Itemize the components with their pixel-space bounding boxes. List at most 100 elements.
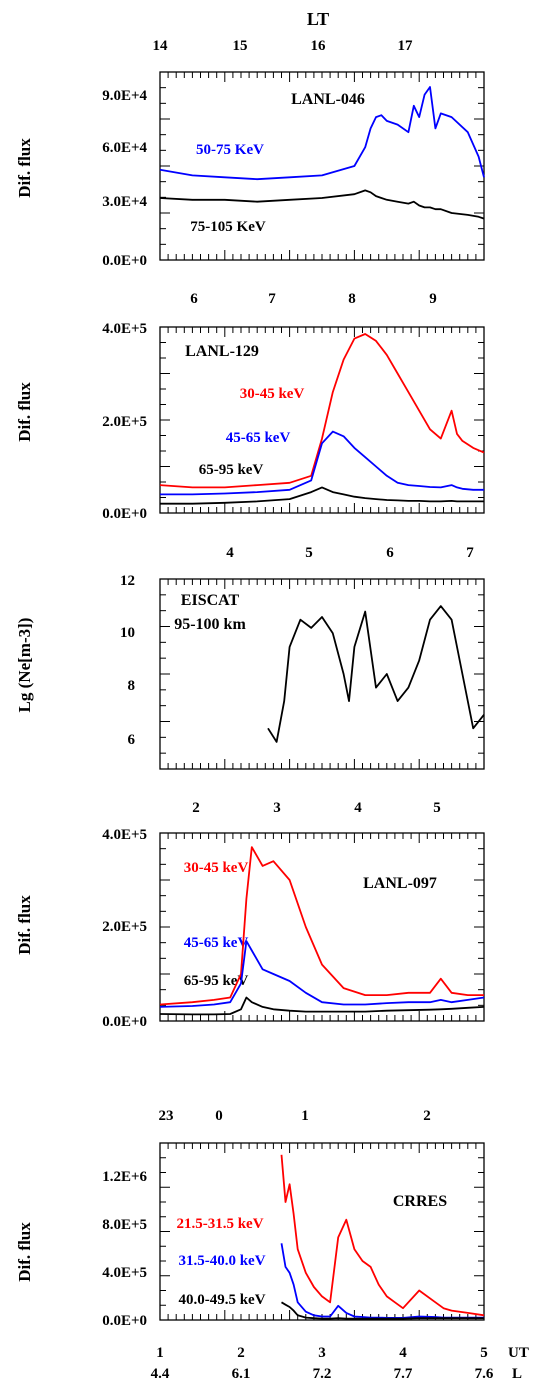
series-label: 31.5-40.0 keV — [178, 1253, 265, 1269]
top-tick-label: 6 — [386, 545, 394, 561]
l-tick-label: 7.6 — [475, 1366, 494, 1382]
series-label: 45-65 keV — [226, 430, 291, 446]
panel-subtitle: 95-100 km — [174, 616, 246, 633]
top-tick-label: 0 — [215, 1108, 223, 1124]
top-tick-label: 3 — [273, 800, 281, 816]
series-label: 30-45 keV — [184, 860, 249, 876]
panel-title: LANL-129 — [185, 343, 259, 360]
tick-marks — [159, 71, 485, 261]
ut-axis-label: UT — [508, 1345, 529, 1361]
top-tick-label: 5 — [305, 545, 313, 561]
top-tick-labels: 4 5 6 7 — [226, 545, 474, 561]
y-tick-label: 2.0E+5 — [102, 414, 147, 430]
series-line — [267, 605, 485, 743]
series-label: 65-95 keV — [184, 973, 249, 989]
y-tick-label: 0.0E+0 — [102, 506, 147, 522]
y-tick-label: 4.0E+5 — [102, 827, 147, 843]
y-tick-label: 4.0E+5 — [102, 321, 147, 337]
series-lines — [159, 333, 485, 505]
series-line — [281, 1301, 484, 1320]
ut-tick-label: 4 — [399, 1345, 407, 1361]
y-tick-labels: 4.0E+5 2.0E+5 0.0E+0 — [102, 827, 147, 1030]
y-axis-label: Dif. flux — [15, 382, 34, 442]
y-tick-labels: 4.0E+5 2.0E+5 0.0E+0 — [102, 321, 147, 522]
ut-tick-label: 5 — [480, 1345, 488, 1361]
top-tick-labels: 6 7 8 9 — [190, 291, 437, 307]
top-tick-label: 15 — [233, 38, 248, 54]
series-lines — [267, 605, 485, 743]
series-line — [159, 86, 485, 181]
lt-axis-title: LT — [307, 9, 329, 29]
ut-tick-label: 3 — [318, 1345, 326, 1361]
tick-marks — [159, 326, 485, 514]
series-lines — [159, 86, 485, 220]
series-label: 21.5-31.5 keV — [176, 1216, 263, 1232]
y-axis-label: Lg (Ne[m-3]) — [15, 618, 34, 713]
y-tick-label: 6.0E+4 — [102, 140, 147, 156]
y-tick-label: 10 — [120, 625, 135, 641]
top-tick-label: 4 — [226, 545, 234, 561]
y-tick-label: 0.0E+0 — [102, 1313, 147, 1329]
top-tick-label: 1 — [301, 1108, 309, 1124]
series-line — [280, 1154, 485, 1317]
y-axis-label: Dif. flux — [15, 1222, 34, 1282]
y-tick-label: 3.0E+4 — [102, 194, 147, 210]
series-line — [159, 846, 484, 1006]
top-tick-label: 9 — [429, 291, 437, 307]
y-tick-label: 1.2E+6 — [102, 1169, 147, 1185]
panel-eiscat: 4 5 6 7 12 10 8 6 Lg (Ne[m-3]) EISCAT 95… — [15, 545, 485, 770]
bottom-ut-tick-labels: 1 2 3 4 5 UT — [156, 1345, 529, 1361]
ut-tick-label: 1 — [156, 1345, 164, 1361]
series-lines — [280, 1154, 485, 1320]
l-tick-label: 7.2 — [313, 1366, 332, 1382]
panel-lanl-129: 6 7 8 9 4.0E+5 2.0E+5 0.0E+0 Dif. flux L… — [15, 291, 485, 522]
bottom-l-tick-labels: 4.4 6.1 7.2 7.7 7.6 L — [151, 1366, 522, 1382]
top-tick-label: 17 — [398, 38, 414, 54]
panel-lanl-046: LT 14 15 16 17 9.0E+4 6.0E+4 3.0E+4 0.0E… — [15, 9, 485, 269]
l-axis-label: L — [512, 1366, 522, 1382]
l-tick-label: 6.1 — [232, 1366, 251, 1382]
y-tick-label: 8 — [128, 678, 136, 694]
top-tick-label: 8 — [348, 291, 356, 307]
series-line — [159, 189, 485, 220]
y-tick-label: 0.0E+0 — [102, 253, 147, 269]
top-tick-label: 7 — [268, 291, 276, 307]
series-label: 65-95 keV — [199, 462, 264, 478]
series-label: 45-65 keV — [184, 935, 249, 951]
panel-title: CRRES — [393, 1193, 447, 1210]
series-label: 30-45 keV — [240, 386, 305, 402]
top-tick-label: 6 — [190, 291, 198, 307]
panel-title: LANL-046 — [291, 91, 365, 108]
top-tick-labels: 14 15 16 17 — [153, 38, 414, 54]
series-line — [159, 940, 485, 1008]
tick-marks — [159, 578, 485, 770]
l-tick-label: 7.7 — [394, 1366, 413, 1382]
top-tick-label: 4 — [354, 800, 362, 816]
series-label: 50-75 KeV — [196, 142, 264, 158]
y-tick-label: 9.0E+4 — [102, 88, 147, 104]
top-tick-label: 2 — [192, 800, 200, 816]
y-axis-label: Dif. flux — [15, 895, 34, 955]
tick-marks — [159, 832, 485, 1022]
y-tick-label: 0.0E+0 — [102, 1014, 147, 1030]
top-tick-label: 14 — [153, 38, 169, 54]
top-tick-label: 7 — [466, 545, 474, 561]
panel-title: EISCAT — [181, 592, 240, 609]
top-tick-labels: 2 3 4 5 — [192, 800, 441, 816]
y-tick-label: 8.0E+5 — [102, 1217, 147, 1233]
y-tick-labels: 12 10 8 6 — [120, 573, 136, 748]
panel-title: LANL-097 — [363, 875, 437, 892]
top-tick-label: 16 — [311, 38, 327, 54]
y-axis-label: Dif. flux — [15, 138, 34, 198]
series-label: 40.0-49.5 keV — [178, 1292, 265, 1308]
ut-tick-label: 2 — [237, 1345, 245, 1361]
y-tick-label: 12 — [120, 573, 135, 589]
top-tick-label: 2 — [423, 1108, 431, 1124]
series-line — [159, 333, 485, 489]
series-line — [160, 430, 484, 496]
series-lines — [159, 846, 485, 1016]
series-line — [160, 486, 484, 505]
top-tick-label: 5 — [433, 800, 441, 816]
panel-crres: 23 0 1 2 1.2E+6 8.0E+5 4.0E+5 0.0E+0 Dif… — [15, 1108, 529, 1382]
